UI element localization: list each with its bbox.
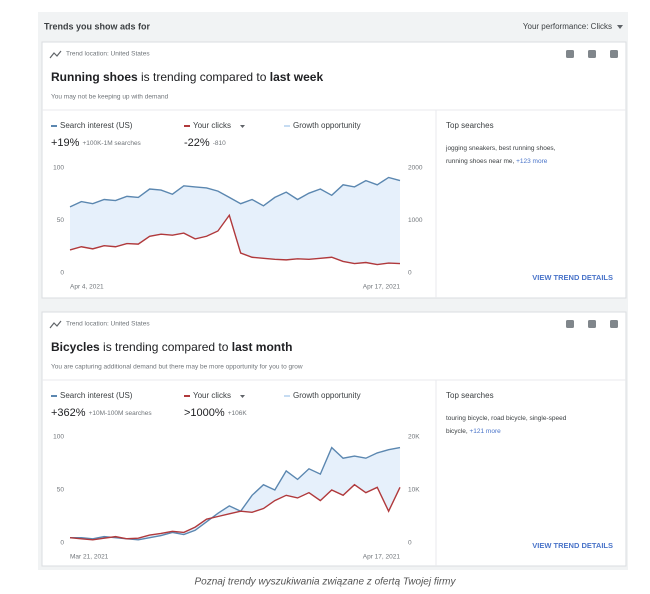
thumbs-up[interactable] bbox=[566, 50, 574, 58]
y2-tick-label: 20K bbox=[408, 434, 420, 441]
legend-label: Growth opportunity bbox=[293, 391, 361, 400]
more-link[interactable]: +123 more bbox=[516, 158, 548, 165]
feedback[interactable] bbox=[610, 50, 618, 58]
dropdown-arrow[interactable] bbox=[617, 25, 623, 29]
top-searches-text: bicycle, bbox=[446, 428, 469, 435]
x-label: Apr 17, 2021 bbox=[363, 284, 401, 291]
thumbs-down[interactable] bbox=[588, 50, 596, 58]
headline-middle: is trending compared to bbox=[138, 70, 270, 84]
stat-note: +10M-100M searches bbox=[89, 410, 153, 417]
headline: Running shoes is trending compared to la… bbox=[51, 70, 323, 84]
caption: Poznaj trendy wyszukiwania związane z of… bbox=[194, 577, 456, 588]
legend-label: Search interest (US) bbox=[60, 121, 133, 130]
stat-value: >1000% bbox=[184, 407, 225, 419]
top-searches-title: Top searches bbox=[446, 391, 494, 400]
stat: +19% +100K-1M searches bbox=[51, 137, 142, 149]
stat: +362% +10M-100M searches bbox=[51, 407, 152, 419]
series-line bbox=[69, 176, 401, 208]
subtitle: You may not be keeping up with demand bbox=[51, 94, 169, 101]
y-tick-label: 0 bbox=[60, 540, 64, 547]
legend-label: Your clicks bbox=[193, 121, 231, 130]
y-tick-label: 50 bbox=[57, 217, 65, 224]
y2-tick-label: 1000 bbox=[408, 217, 423, 224]
top-searches-text: running shoes near me, bbox=[446, 158, 516, 165]
headline-subject: Bicycles bbox=[51, 340, 100, 354]
stat-note: +106K bbox=[228, 410, 248, 417]
trend-details-link[interactable]: VIEW TREND DETAILS bbox=[532, 273, 613, 282]
performance-selector[interactable]: Your performance: Clicks bbox=[523, 22, 612, 31]
y-tick-label: 50 bbox=[57, 487, 65, 494]
trend-icon bbox=[49, 50, 62, 59]
card bbox=[41, 311, 627, 567]
x-label: Apr 17, 2021 bbox=[363, 554, 401, 561]
trend-location: Trend location: United States bbox=[66, 321, 150, 328]
headline-period: last month bbox=[232, 340, 293, 354]
headline: Bicycles is trending compared to last mo… bbox=[51, 340, 292, 354]
y2-tick-label: 2000 bbox=[408, 165, 423, 172]
panel-title: Trends you show ads for bbox=[44, 21, 151, 31]
trend-details-link[interactable]: VIEW TREND DETAILS bbox=[532, 541, 613, 550]
series-line bbox=[69, 483, 401, 541]
stat: >1000% +106K bbox=[184, 407, 247, 419]
stat-note: -810 bbox=[213, 140, 226, 147]
thumbs-down[interactable] bbox=[588, 320, 596, 328]
headline-period: last week bbox=[270, 70, 324, 84]
x-label: Apr 4, 2021 bbox=[70, 284, 104, 291]
top-searches-line: running shoes near me, +123 more bbox=[446, 158, 548, 165]
top-searches-line: jogging sneakers, best running shoes, bbox=[445, 145, 556, 152]
x-label: Mar 21, 2021 bbox=[70, 554, 109, 561]
top-searches-text: jogging sneakers, best running shoes, bbox=[445, 145, 556, 152]
trend-icon bbox=[49, 320, 62, 329]
legend-dropdown[interactable] bbox=[240, 395, 245, 398]
y-tick-label: 100 bbox=[53, 165, 64, 172]
top-searches-line: bicycle, +121 more bbox=[446, 428, 501, 435]
y2-tick-label: 0 bbox=[408, 270, 412, 277]
legend-label: Search interest (US) bbox=[60, 391, 133, 400]
stat-note: +100K-1M searches bbox=[82, 140, 141, 147]
y-tick-label: 100 bbox=[53, 434, 64, 441]
headline-middle: is trending compared to bbox=[100, 340, 232, 354]
top-searches-title: Top searches bbox=[446, 121, 494, 130]
subtitle: You are capturing additional demand but … bbox=[51, 364, 303, 371]
legend-label: Your clicks bbox=[193, 391, 231, 400]
stat-value: -22% bbox=[184, 137, 210, 149]
thumbs-up[interactable] bbox=[566, 320, 574, 328]
top-searches-text: touring bicycle, road bicycle, single-sp… bbox=[446, 415, 567, 422]
headline-subject: Running shoes bbox=[51, 70, 138, 84]
feedback[interactable] bbox=[610, 320, 618, 328]
y2-tick-label: 0 bbox=[408, 540, 412, 547]
stat: -22% -810 bbox=[184, 137, 226, 149]
stat-value: +19% bbox=[51, 137, 80, 149]
more-link[interactable]: +121 more bbox=[469, 428, 501, 435]
series-line bbox=[69, 213, 401, 266]
trend-location: Trend location: United States bbox=[66, 51, 150, 58]
legend-label: Growth opportunity bbox=[293, 121, 361, 130]
y2-tick-label: 10K bbox=[408, 487, 420, 494]
stat-value: +362% bbox=[51, 407, 86, 419]
top-searches-line: touring bicycle, road bicycle, single-sp… bbox=[446, 415, 567, 422]
y-tick-label: 0 bbox=[60, 270, 64, 277]
legend-dropdown[interactable] bbox=[240, 125, 245, 128]
growth-area bbox=[70, 177, 400, 265]
